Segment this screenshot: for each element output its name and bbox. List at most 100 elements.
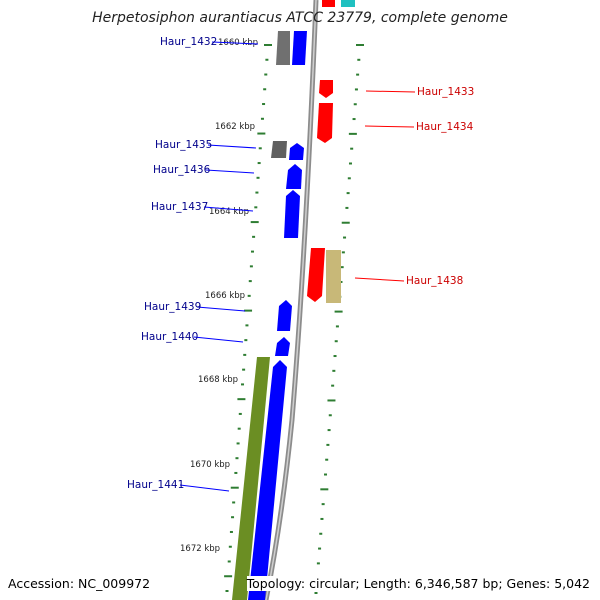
tick-mark xyxy=(257,132,266,135)
tick-mark xyxy=(347,177,351,180)
tick-mark xyxy=(357,58,361,61)
tick-mark xyxy=(332,369,336,372)
tick-mark xyxy=(250,221,259,224)
tick-mark xyxy=(236,442,240,445)
gene-label-leader xyxy=(207,144,257,149)
accession-label: Accession: NC_009972 xyxy=(8,576,151,591)
gene-glyph-haur-1432[interactable] xyxy=(292,31,307,65)
gene-label-leader xyxy=(196,306,246,312)
tick-mark xyxy=(224,575,233,578)
tick-mark xyxy=(247,294,251,297)
gene-label[interactable]: Haur_1436 xyxy=(153,164,211,176)
tick-mark xyxy=(320,488,329,491)
tick-mark xyxy=(256,176,260,179)
tick-mark xyxy=(264,44,272,46)
kbp-tick-label: 1668 kbp xyxy=(198,375,238,385)
tick-mark xyxy=(225,590,229,592)
gene-glyph-haur-1436a[interactable] xyxy=(289,143,304,160)
gene-glyph-gray-1[interactable] xyxy=(276,31,290,65)
gene-glyph-haur-1440[interactable] xyxy=(275,337,290,356)
tick-mark xyxy=(334,340,338,343)
gene-glyph-olive[interactable] xyxy=(232,357,270,600)
tick-mark xyxy=(264,73,268,76)
gene-label[interactable]: Haur_1434 xyxy=(416,121,474,133)
gene-label-leader xyxy=(203,206,254,212)
kbp-tick-label: 1664 kbp xyxy=(209,207,249,217)
gene-glyph-haur-1434[interactable] xyxy=(317,103,333,143)
tick-mark xyxy=(356,44,364,46)
tick-mark xyxy=(237,398,246,401)
tick-mark xyxy=(227,560,231,563)
tick-mark xyxy=(333,355,337,358)
tick-mark xyxy=(316,562,320,565)
gene-label[interactable]: Haur_1438 xyxy=(406,275,463,287)
gene-glyph-haur-1433[interactable] xyxy=(319,80,333,98)
gene-label[interactable]: Haur_1440 xyxy=(141,331,198,343)
gene-labels: Haur_1432 Haur_1433 Haur_1434 Haur_1435 Haur… xyxy=(127,36,474,492)
tick-mark xyxy=(325,458,329,461)
gene-label[interactable]: Haur_1439 xyxy=(144,301,201,313)
tick-mark xyxy=(318,547,322,550)
gene-glyph-haur-1441[interactable] xyxy=(248,360,287,600)
tick-mark xyxy=(262,103,266,106)
gene-glyphs xyxy=(232,0,355,600)
tick-mark xyxy=(237,427,241,430)
chromosome-backbone-highlight xyxy=(265,0,317,600)
gene-label[interactable]: Haur_1435 xyxy=(155,139,212,151)
gene-label-leader xyxy=(179,484,230,492)
gene-glyph-haur-1437[interactable] xyxy=(284,190,300,238)
tick-mark xyxy=(244,309,253,312)
tick-mark xyxy=(319,532,323,535)
tick-mark xyxy=(252,235,256,238)
tick-mark xyxy=(354,88,358,91)
gene-label-leader xyxy=(211,41,259,45)
tick-mark xyxy=(326,443,330,446)
tick-mark xyxy=(229,530,233,533)
gene-label-leader xyxy=(354,277,405,282)
tick-mark xyxy=(263,88,267,91)
tick-mark xyxy=(343,236,347,239)
chromosome-backbone xyxy=(263,0,319,600)
tick-mark xyxy=(231,516,235,519)
left-tick-track xyxy=(224,44,272,592)
tick-mark xyxy=(250,250,254,253)
tick-mark xyxy=(243,353,247,356)
tick-mark xyxy=(321,503,325,506)
tick-mark xyxy=(257,162,261,165)
tick-mark xyxy=(353,103,357,106)
tick-mark xyxy=(328,414,332,417)
tick-mark xyxy=(348,162,352,165)
tick-mark xyxy=(331,384,335,387)
tick-mark xyxy=(228,545,232,548)
tick-mark xyxy=(255,191,259,194)
tick-mark xyxy=(346,192,350,195)
gene-glyph-top-teal[interactable] xyxy=(341,0,355,7)
kbp-tick-label: 1670 kbp xyxy=(190,460,230,470)
gene-label[interactable]: Haur_1437 xyxy=(151,201,208,213)
tick-mark xyxy=(348,132,357,135)
gene-glyph-haur-1436[interactable] xyxy=(286,164,302,189)
topology-label: Topology: circular; Length: 6,346,587 bp… xyxy=(246,576,590,591)
tick-mark xyxy=(327,429,331,432)
tick-mark xyxy=(235,457,239,460)
tick-mark xyxy=(341,251,345,254)
gene-label[interactable]: Haur_1432 xyxy=(160,36,217,48)
kbp-tick-label: 1666 kbp xyxy=(205,291,245,301)
tick-mark xyxy=(352,118,356,121)
tick-mark xyxy=(232,501,236,504)
gene-label[interactable]: Haur_1441 xyxy=(127,479,184,491)
tick-mark xyxy=(327,399,336,402)
gene-glyph-haur-1438[interactable] xyxy=(307,248,325,302)
gene-glyph-top-red[interactable] xyxy=(322,0,335,7)
tick-mark xyxy=(340,266,344,269)
tick-mark xyxy=(244,339,248,342)
tick-mark xyxy=(238,412,242,415)
tick-mark xyxy=(265,58,269,61)
gene-glyph-haur-1439[interactable] xyxy=(277,300,292,331)
kbp-tick-label: 1662 kbp xyxy=(215,122,255,132)
gene-glyph-khaki[interactable] xyxy=(326,250,341,303)
gene-glyph-haur-1435[interactable] xyxy=(271,141,287,158)
gene-label[interactable]: Haur_1433 xyxy=(417,86,474,98)
tick-mark xyxy=(249,265,253,268)
